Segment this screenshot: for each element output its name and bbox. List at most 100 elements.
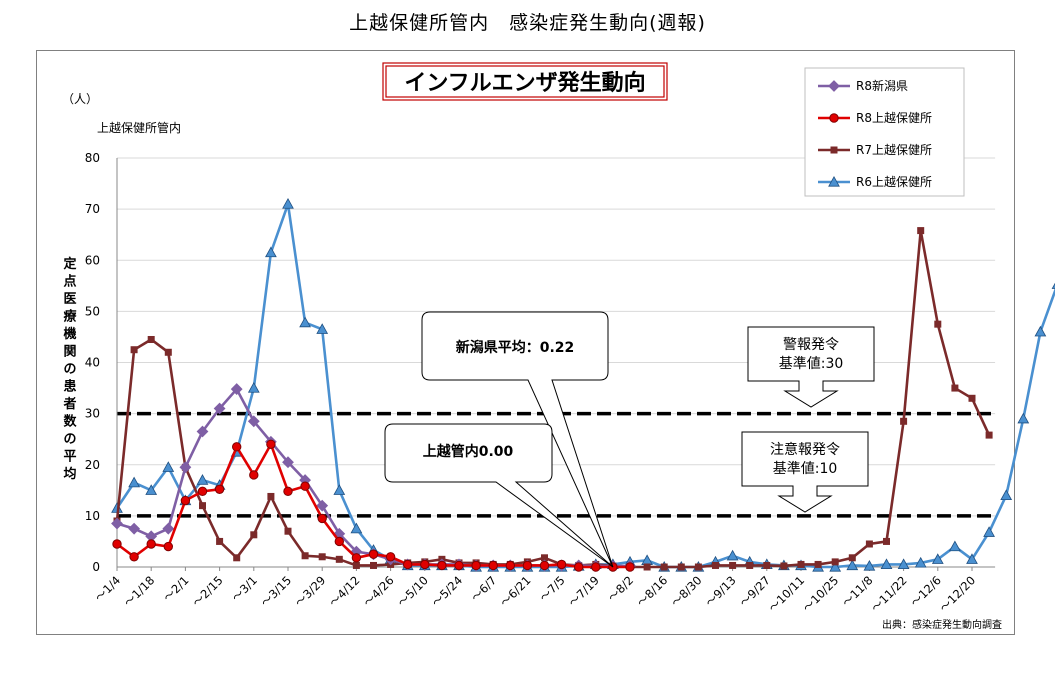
legend: R8新潟県 R8上越保健所 R7上越保健所 R6上越保健所: [804, 67, 965, 197]
data-point: [249, 470, 259, 480]
callout-niigata: 新潟県平均：0.22: [421, 311, 614, 568]
x-tick-label: ～2/1: [160, 573, 191, 604]
data-point: [729, 561, 737, 569]
x-tick-label: ～1/4: [92, 573, 123, 604]
callout-text: 上越管内0.00: [423, 443, 514, 460]
data-point: [230, 383, 243, 395]
data-point: [968, 394, 976, 402]
data-point: [385, 552, 396, 562]
threshold-arrow-box: [747, 326, 875, 408]
data-point: [1000, 489, 1013, 501]
y-axis-label-char: 者: [62, 396, 76, 412]
data-point: [233, 554, 241, 562]
data-point: [574, 562, 584, 572]
data-point: [197, 486, 208, 497]
data-point: [282, 456, 294, 469]
y-tick-label: 80: [85, 151, 100, 165]
legend-item: R7上越保健所: [818, 143, 932, 157]
data-point: [300, 481, 310, 491]
data-point: [829, 560, 842, 572]
data-point: [370, 561, 377, 569]
data-point: [471, 560, 481, 571]
data-point: [196, 425, 209, 438]
data-point: [128, 522, 141, 535]
x-tick-label: ～3/15: [258, 573, 294, 609]
data-point: [677, 563, 685, 571]
data-point: [147, 335, 155, 343]
data-point: [247, 382, 260, 393]
data-point: [863, 559, 876, 571]
y-axis-label-char: 療: [63, 309, 77, 325]
data-point: [111, 517, 123, 530]
legend-label: R8上越保健所: [856, 111, 932, 125]
data-point: [828, 80, 840, 92]
y-tick-label: 40: [85, 356, 100, 370]
data-point: [726, 549, 739, 561]
data-point: [917, 227, 925, 235]
data-point: [232, 442, 242, 452]
y-tick-label: 30: [85, 407, 100, 421]
data-point: [145, 484, 158, 495]
data-point: [914, 556, 927, 568]
x-tick-label: ～7/5: [537, 573, 568, 604]
data-point: [897, 558, 910, 570]
data-point: [883, 537, 890, 545]
data-point: [318, 553, 326, 561]
data-point: [214, 484, 225, 494]
x-tick-label: ～3/29: [292, 573, 328, 609]
series-line: [115, 203, 1055, 569]
chart-title: インフルエンザ発生動向: [404, 70, 645, 96]
x-tick-label: ～6/21: [497, 573, 533, 609]
y-tick-label: 0: [92, 560, 100, 574]
data-point: [712, 561, 719, 569]
y-axis-label-char: 患: [63, 379, 76, 395]
y-axis-label-char: 数: [63, 414, 77, 430]
threshold-arrow-box: [741, 431, 869, 513]
legend-item: R8新潟県: [818, 78, 908, 93]
x-tick-label: ～5/10: [395, 573, 431, 609]
data-point: [130, 346, 138, 354]
data-point: [694, 563, 702, 571]
data-point: [267, 492, 275, 500]
data-point: [247, 415, 260, 428]
data-point: [162, 522, 175, 535]
legend-label: R8新潟県: [856, 78, 908, 93]
x-tick-label: ～4/26: [360, 573, 396, 609]
threshold-label-line1: 注意報発令: [770, 441, 840, 458]
data-point: [931, 553, 944, 564]
y-axis-label-char: の: [63, 432, 76, 447]
x-tick-label: ～8/16: [634, 573, 670, 609]
data-point: [660, 563, 668, 571]
data-point: [164, 348, 172, 356]
page-title: 上越保健所管内 感染症発生動向(週報): [349, 12, 706, 34]
data-point: [333, 484, 346, 495]
data-point: [934, 320, 942, 328]
y-tick-label: 20: [85, 458, 100, 472]
data-point: [488, 560, 498, 571]
legend-label: R7上越保健所: [856, 143, 932, 157]
data-point: [420, 559, 430, 570]
x-tick-label: ～4/12: [326, 573, 362, 609]
threshold-label-line2: 基準値:30: [779, 355, 844, 372]
series-layer: [111, 197, 1055, 572]
legend-item: R8上越保健所: [818, 111, 932, 125]
data-point: [880, 558, 893, 570]
data-point: [763, 561, 771, 569]
y-tick-label: 70: [85, 202, 100, 216]
callout-text: 新潟県平均：0.22: [456, 339, 575, 356]
data-point: [437, 560, 447, 571]
data-point: [522, 560, 533, 571]
data-point: [828, 175, 840, 187]
data-point: [848, 554, 856, 562]
x-tick-label: ～12/20: [937, 573, 978, 614]
threshold-label-line2: 基準値:10: [773, 460, 838, 477]
data-point: [179, 461, 192, 474]
data-point: [129, 552, 139, 562]
legend-item: R6上越保健所: [818, 175, 932, 189]
x-tick-label: ～8/2: [605, 573, 636, 604]
callout-bubble: [421, 311, 614, 568]
